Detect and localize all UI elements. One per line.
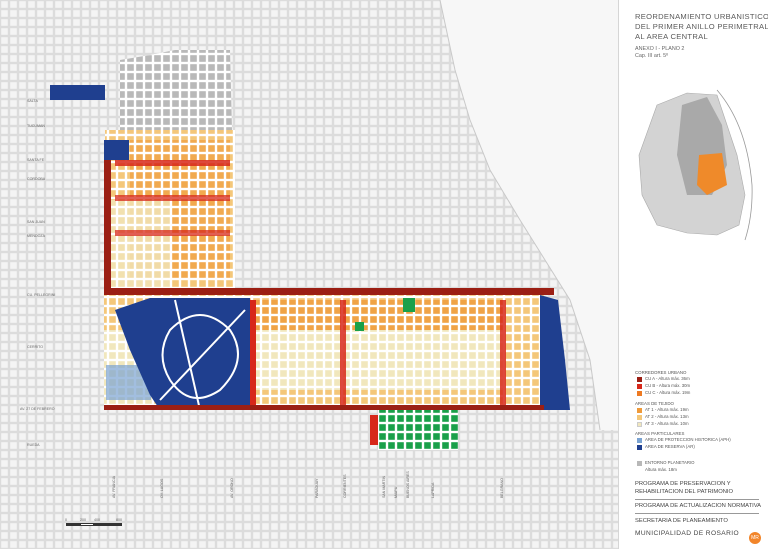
- street-label-santa-fe: SANTA FE: [27, 158, 45, 162]
- legend-label-aph: AREA DE PROTECCION HISTORICA (APH): [645, 437, 731, 442]
- map-canvas: [0, 0, 618, 549]
- legend-label-at-1: AT 1 - Altura máx. 19m: [645, 407, 689, 412]
- legend-swatch-aph: [637, 438, 642, 443]
- parque-independencia: [115, 298, 255, 410]
- street-label-san-martin: SAN MARTIN: [382, 475, 386, 498]
- corridor-cu-b-corrientes: [340, 300, 346, 405]
- program-divider: [635, 499, 759, 500]
- legend-swatch-at-2: [637, 415, 642, 420]
- tissue-zone-light-west: [110, 200, 170, 290]
- institution-line-1: SECRETARIA DE PLANEAMIENTO: [635, 518, 728, 524]
- corridor-cu-b-2: [115, 195, 230, 201]
- location-inset-map: [638, 89, 753, 241]
- street-label-buenos-aires: BUENOS AIRES: [406, 471, 410, 498]
- corridor-cu-b-oroño: [250, 300, 256, 405]
- scale-tick-400: 400: [94, 518, 100, 522]
- street-label-cordoba: CORDOBA: [27, 177, 46, 181]
- scale-tick-0: 0: [65, 518, 67, 522]
- legend-label-at-2: AT 2 - Altura máx. 13m: [645, 414, 689, 419]
- corridor-cu-a-west: [104, 160, 111, 295]
- legend-swatch-at-1: [637, 408, 642, 413]
- legend-swatch-cu-c: [637, 391, 642, 396]
- legend-label-cu-a: CU A - Altura máx. 36m: [645, 376, 690, 381]
- legend-swatch-at-3: [637, 422, 642, 427]
- title-line-1: REORDENAMIENTO URBANISTICO: [635, 12, 768, 21]
- legend-heading-particular: AREAS PARTICULARES: [635, 431, 685, 436]
- street-label-belgrano: BELGRANO: [500, 478, 504, 498]
- scale-bar-light: [80, 523, 94, 526]
- river-edge: [439, 0, 601, 431]
- institution-divider: [635, 513, 759, 514]
- legend-label-at-3: AT 3 - Altura máx. 10m: [645, 421, 689, 426]
- program-line-1: PROGRAMA DE PRESERVACION Y: [635, 481, 731, 487]
- legend-label-ar: AREA DE RESERVA (AR): [645, 444, 695, 449]
- green-area-south-edge: [370, 415, 378, 445]
- corridor-cu-b-belgrano: [500, 300, 506, 405]
- legend-swatch-planetary: [637, 461, 642, 466]
- legend-sublabel-planetary: Altura máx. 18m: [645, 467, 677, 472]
- street-label-orono: AV. ORONO: [230, 478, 234, 498]
- street-label-corrientes: CORRIENTES: [343, 474, 347, 498]
- institution-line-2: MUNICIPALIDAD DE ROSARIO: [635, 530, 740, 537]
- annex-line-1: ANEXO I - PLANO 2: [635, 46, 685, 52]
- program-line-3: PROGRAMA DE ACTUALIZACION NORMATIVA: [635, 503, 762, 509]
- reserve-area-west: [104, 140, 129, 160]
- green-area-north: [403, 298, 415, 312]
- reserve-area-east: [540, 295, 570, 410]
- street-label-maipu: MAIPU: [394, 486, 398, 498]
- scale-tick-200: 200: [80, 518, 86, 522]
- legend-heading-corridors: CORREDORES URBANO: [635, 370, 687, 375]
- street-label-rueda: RUEDA: [27, 443, 40, 447]
- annex-line-2: Cap. III art. 5º: [635, 53, 669, 59]
- street-label-francia: AV. FRANCIA: [112, 476, 116, 498]
- legend-swatch-ar: [637, 445, 642, 450]
- street-label-san-juan: SAN JUAN: [27, 220, 45, 224]
- legend-swatch-cu-a: [637, 377, 642, 382]
- corridor-cu-b-1: [115, 160, 230, 166]
- legend-heading-tissue: AREAS DE TEJIDO: [635, 401, 674, 406]
- corridor-cu-b-3: [115, 230, 230, 236]
- street-label-mendoza: MENDOZA: [27, 234, 45, 238]
- green-area-small: [355, 322, 364, 331]
- reserve-area-nw: [50, 85, 105, 100]
- legend-swatch-cu-b: [637, 384, 642, 389]
- street-label-pellegrini: CU. PELLEGRINI: [27, 293, 56, 297]
- street-label-27-febrero: AV. 27 DE FEBRERO: [20, 407, 55, 411]
- scale-tick-800: 800: [116, 518, 122, 522]
- legend-label-cu-c: CU C - Altura máx. 19m: [645, 390, 691, 395]
- corridor-cu-a-pellegrini: [104, 288, 554, 295]
- river-bank: [440, 0, 618, 430]
- legend-label-cu-b: CU B - Altura máx. 30m: [645, 383, 691, 388]
- program-line-2: REHABILITACION DEL PATRIMONIO: [635, 489, 734, 495]
- planetary-zone: [120, 50, 232, 130]
- park-paths: [159, 299, 246, 411]
- street-label-paraguay: PARAGUAY: [315, 478, 319, 498]
- municipality-logo: MR: [749, 532, 761, 544]
- street-label-lagos: OV. LAGOS: [160, 478, 164, 498]
- scale-bar: [66, 523, 122, 526]
- legend-panel: REORDENAMIENTO URBANISTICO DEL PRIMER AN…: [618, 0, 768, 549]
- title-line-2: DEL PRIMER ANILLO PERIMETRAL: [635, 22, 768, 31]
- legend-label-planetary: ENTORNO PLANETARIO: [645, 460, 695, 465]
- title-line-3: AL AREA CENTRAL: [635, 32, 709, 41]
- street-label-salta: SALTA: [27, 99, 38, 103]
- street-label-cerrito: CERRITO: [27, 345, 44, 349]
- green-area-south: [378, 410, 458, 450]
- street-label-laprida: LAPRIDA: [431, 482, 435, 498]
- corridor-cu-a-27-febrero: [104, 405, 544, 410]
- street-label-tucuman: TUCUMAN: [27, 124, 45, 128]
- tissue-zone-south-orange: [255, 300, 505, 330]
- tissue-zone-south-light: [255, 330, 505, 390]
- city-plan-map: SALTA TUCUMAN SANTA FE CORDOBA SAN JUAN …: [0, 0, 618, 549]
